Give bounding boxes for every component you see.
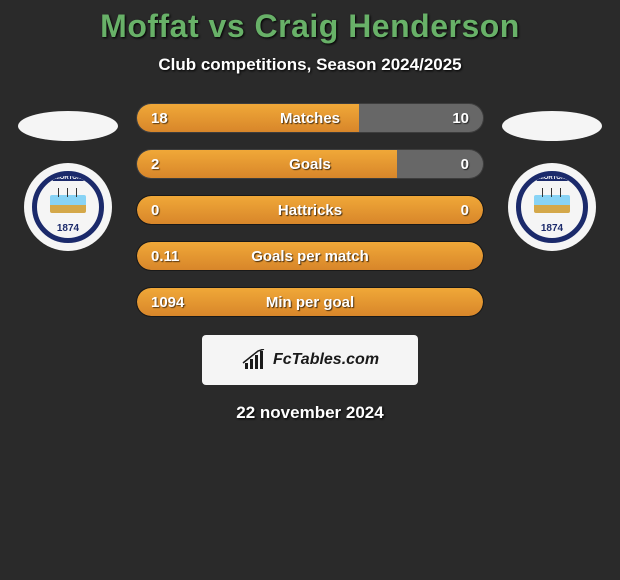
stat-bar: 1094 Min per goal xyxy=(136,287,484,317)
right-club-badge: MORTON 1874 xyxy=(508,163,596,251)
main-content-row: MORTON 1874 18 10 Matches 2 0 Goals 0 0 Hattrick… xyxy=(0,103,620,317)
right-player-column: MORTON 1874 xyxy=(502,103,602,251)
footer-brand-text: FcTables.com xyxy=(273,351,379,369)
left-badge-ship-icon xyxy=(50,195,86,213)
stat-left-value: 2 xyxy=(151,156,159,173)
left-player-column: MORTON 1874 xyxy=(18,103,118,251)
right-club-name: MORTON xyxy=(537,175,568,181)
right-badge-ship-icon xyxy=(534,195,570,213)
stat-right-value: 0 xyxy=(461,156,469,173)
right-club-year: 1874 xyxy=(541,223,563,234)
stat-bar: 18 10 Matches xyxy=(136,103,484,133)
stat-label: Min per goal xyxy=(266,294,354,311)
stat-right-value: 0 xyxy=(461,202,469,219)
stat-bar: 0 0 Hattricks xyxy=(136,195,484,225)
comparison-infographic: Moffat vs Craig Henderson Club competiti… xyxy=(0,0,620,423)
page-title: Moffat vs Craig Henderson xyxy=(0,8,620,45)
stat-left-value: 18 xyxy=(151,110,168,127)
stat-left-value: 0.11 xyxy=(151,248,179,265)
stat-label: Hattricks xyxy=(278,202,342,219)
stat-label: Matches xyxy=(280,110,340,127)
left-player-silhouette xyxy=(18,111,118,141)
chart-icon xyxy=(241,349,269,371)
footer-brand-box[interactable]: FcTables.com xyxy=(202,335,418,385)
stat-bar: 2 0 Goals xyxy=(136,149,484,179)
stat-left-value: 0 xyxy=(151,202,159,219)
stat-label: Goals xyxy=(289,156,331,173)
left-club-year: 1874 xyxy=(57,223,79,234)
left-club-name: MORTON xyxy=(53,175,84,181)
stat-bars-column: 18 10 Matches 2 0 Goals 0 0 Hattricks 0.11 Goals p… xyxy=(136,103,484,317)
left-club-badge: MORTON 1874 xyxy=(24,163,112,251)
left-badge-inner: MORTON 1874 xyxy=(32,171,104,243)
date-text: 22 november 2024 xyxy=(0,403,620,423)
stat-bar: 0.11 Goals per match xyxy=(136,241,484,271)
stat-right-value: 10 xyxy=(452,110,469,127)
right-player-silhouette xyxy=(502,111,602,141)
subtitle: Club competitions, Season 2024/2025 xyxy=(0,55,620,75)
right-badge-inner: MORTON 1874 xyxy=(516,171,588,243)
bar-fill-left xyxy=(137,150,397,178)
stat-left-value: 1094 xyxy=(151,294,184,311)
stat-label: Goals per match xyxy=(251,248,369,265)
